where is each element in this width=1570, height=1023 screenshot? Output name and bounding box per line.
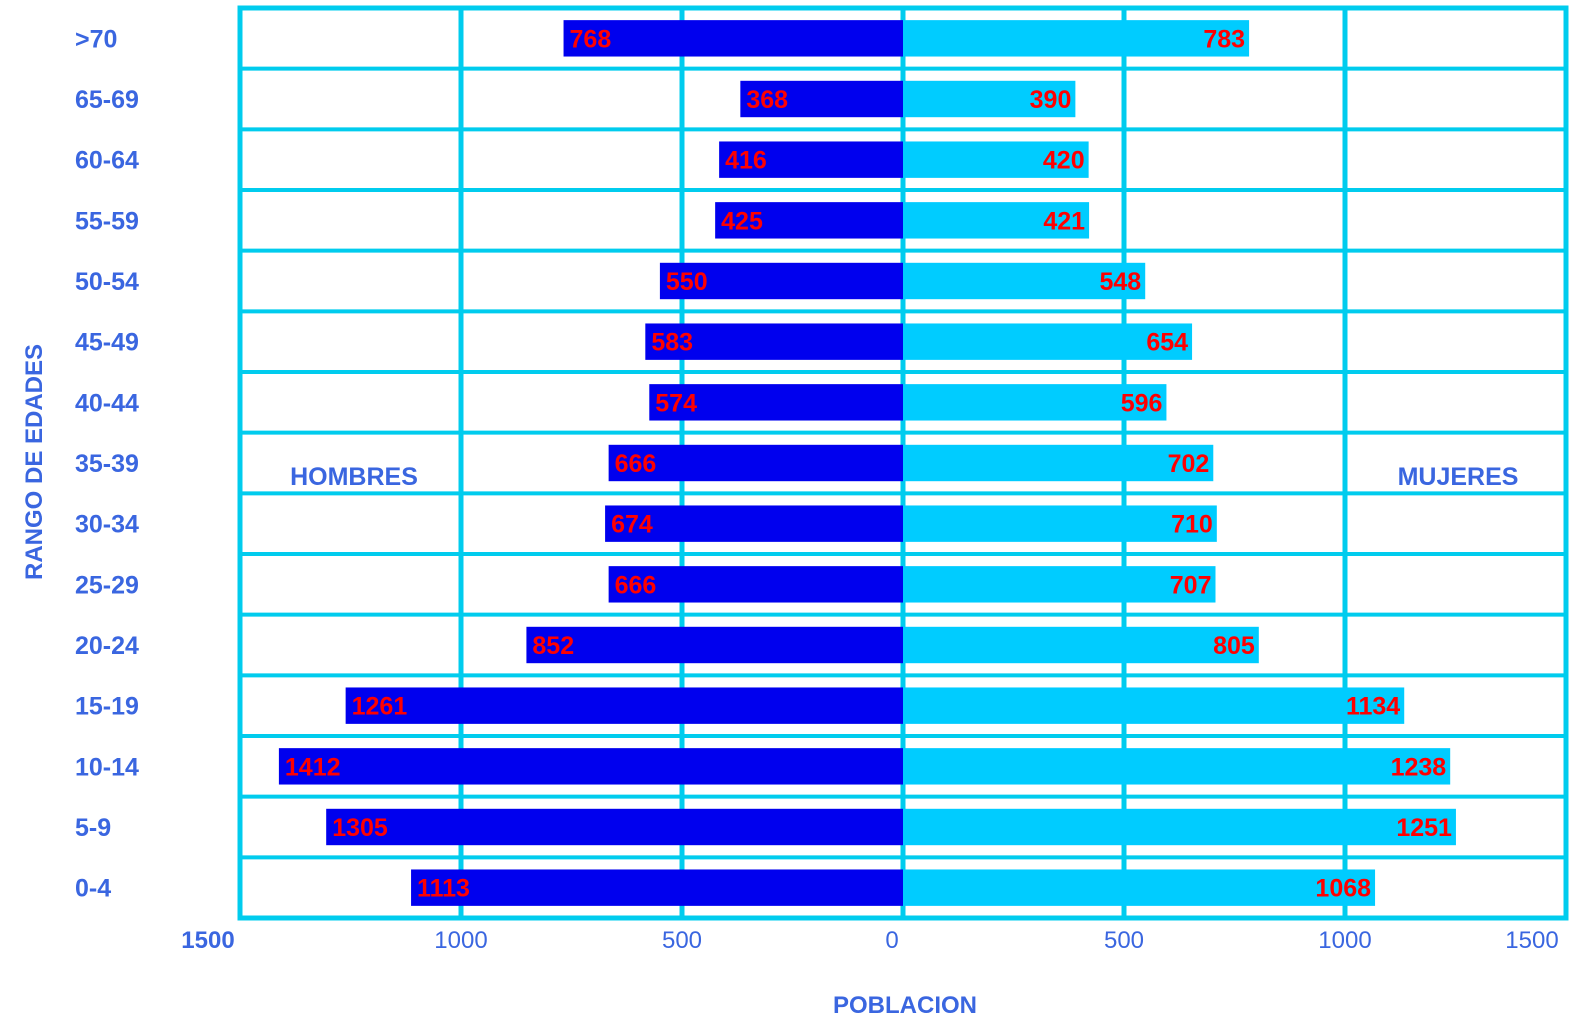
bar-hombres: [411, 869, 903, 906]
value-label-mujeres: 1134: [1346, 693, 1400, 721]
bar-hombres: [605, 505, 903, 542]
bar-hombres: [645, 323, 903, 360]
bar-mujeres: [903, 687, 1405, 724]
x-tick-label: 1500: [1505, 927, 1558, 954]
bar-mujeres: [903, 505, 1217, 542]
value-label-hombres: 574: [655, 389, 697, 417]
x-tick-label: 1000: [434, 927, 487, 954]
category-label: 10-14: [75, 753, 139, 781]
category-label: 60-64: [75, 147, 139, 175]
category-label: 30-34: [75, 511, 139, 539]
bar-mujeres: [903, 384, 1167, 421]
bar-mujeres: [903, 202, 1090, 239]
category-label: 15-19: [75, 693, 139, 721]
y-axis-title: RANGO DE EDADES: [21, 344, 48, 580]
x-tick-label: 1500: [181, 927, 234, 954]
bar-hombres: [278, 748, 903, 785]
bar-mujeres: [903, 323, 1193, 360]
bar-hombres: [608, 444, 903, 482]
value-label-hombres: 666: [615, 571, 657, 599]
value-label-hombres: 368: [746, 86, 788, 114]
value-label-hombres: 550: [666, 268, 708, 296]
x-tick-label: 500: [662, 927, 702, 954]
value-label-mujeres: 421: [1043, 207, 1085, 235]
category-label: 55-59: [75, 207, 139, 235]
bar-mujeres: [903, 20, 1250, 57]
value-label-mujeres: 1251: [1396, 814, 1452, 842]
bar-hombres: [326, 808, 903, 846]
bar-mujeres: [903, 566, 1216, 603]
value-label-mujeres: 1068: [1315, 875, 1371, 903]
value-label-mujeres: 654: [1146, 329, 1188, 357]
x-tick-label: 1000: [1318, 927, 1371, 954]
category-labels: 0-4 5-9 10-14 15-19 20-24 25-29 30-34 35-39 40-4…: [75, 25, 139, 902]
value-label-hombres: 425: [721, 207, 763, 235]
value-label-mujeres: 420: [1043, 147, 1085, 175]
category-label: 5-9: [75, 814, 111, 842]
category-label: 40-44: [75, 389, 139, 417]
category-label: 65-69: [75, 86, 139, 114]
value-label-hombres: 1305: [332, 814, 388, 842]
value-label-mujeres: 710: [1171, 511, 1213, 539]
value-label-mujeres: 548: [1099, 268, 1141, 296]
x-tick-label: 0: [885, 927, 898, 954]
category-label: 20-24: [75, 632, 139, 660]
x-tick-labels: 1500 1000 500 0 500 1000 1500: [181, 927, 1558, 954]
category-label: 25-29: [75, 571, 139, 599]
value-labels: 1113 1068 1305 1251 1412 1238 1261 1134 852 805 66…: [285, 25, 1452, 902]
side-label-mujeres: MUJERES: [1398, 463, 1519, 491]
bar-mujeres: [903, 626, 1259, 664]
bar-hombres: [649, 384, 903, 421]
value-label-hombres: 416: [725, 147, 767, 175]
bar-mujeres: [903, 80, 1076, 118]
value-label-hombres: 674: [611, 511, 653, 539]
category-label: >70: [75, 25, 117, 53]
bar-hombres: [659, 262, 903, 300]
bar-hombres: [345, 687, 903, 724]
value-label-hombres: 583: [651, 329, 693, 357]
category-label: 50-54: [75, 268, 139, 296]
value-label-hombres: 1261: [352, 693, 408, 721]
bar-mujeres: [903, 141, 1089, 178]
value-label-mujeres: 596: [1121, 389, 1163, 417]
side-label-hombres: HOMBRES: [290, 463, 418, 491]
bar-hombres: [563, 20, 903, 57]
value-label-mujeres: 1238: [1391, 753, 1447, 781]
value-label-hombres: 768: [570, 25, 612, 53]
bar-mujeres: [903, 262, 1146, 300]
bars: [278, 20, 1456, 906]
x-tick-label: 500: [1104, 927, 1144, 954]
value-label-hombres: 1113: [417, 875, 470, 903]
value-label-mujeres: 783: [1203, 25, 1245, 53]
bar-mujeres: [903, 869, 1376, 906]
value-label-mujeres: 390: [1030, 86, 1072, 114]
bar-hombres: [608, 566, 903, 603]
bar-mujeres: [903, 808, 1456, 846]
value-label-hombres: 666: [615, 450, 657, 478]
value-label-mujeres: 707: [1170, 571, 1212, 599]
value-label-hombres: 1412: [285, 753, 341, 781]
category-label: 35-39: [75, 450, 139, 478]
value-label-hombres: 852: [532, 632, 574, 660]
value-label-mujeres: 702: [1168, 450, 1210, 478]
bar-hombres: [719, 141, 903, 178]
category-label: 0-4: [75, 875, 111, 903]
bar-hombres: [526, 626, 903, 664]
bar-mujeres: [903, 748, 1451, 785]
bar-mujeres: [903, 444, 1214, 482]
bar-hombres: [740, 80, 903, 118]
category-label: 45-49: [75, 329, 139, 357]
bar-hombres: [715, 202, 903, 239]
x-axis-title: POBLACION: [833, 992, 977, 1019]
value-label-mujeres: 805: [1213, 632, 1255, 660]
